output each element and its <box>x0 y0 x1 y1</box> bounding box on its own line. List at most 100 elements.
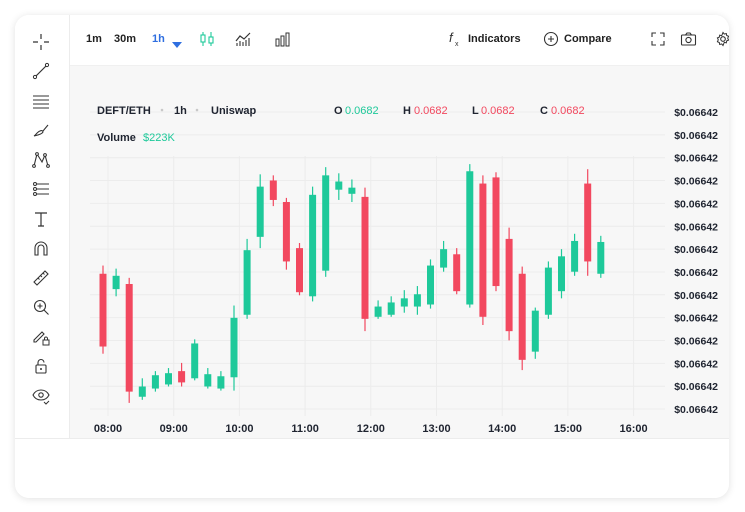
gear-icon[interactable] <box>715 31 729 52</box>
exchange-label: Uniswap <box>211 105 257 117</box>
candle[interactable] <box>309 186 317 302</box>
candle[interactable] <box>374 300 382 319</box>
candle[interactable] <box>584 169 592 276</box>
candle-body <box>125 284 133 392</box>
low-label: L <box>472 105 479 117</box>
timeframe-1h[interactable]: 1h <box>152 33 165 45</box>
candle[interactable] <box>571 233 579 276</box>
y-tick-label: $0.06642 <box>674 244 718 256</box>
magnet-icon[interactable] <box>28 237 54 259</box>
x-tick-label: 15:00 <box>554 423 582 435</box>
candle[interactable] <box>544 261 552 319</box>
candle-body <box>138 386 146 397</box>
candle[interactable] <box>387 296 395 317</box>
ruler-icon[interactable] <box>28 267 54 289</box>
fullscreen-icon[interactable] <box>650 31 666 52</box>
x-tick-label: 12:00 <box>357 423 385 435</box>
horizontal-lines-icon[interactable] <box>28 90 54 112</box>
camera-icon[interactable] <box>680 31 697 52</box>
timeframe-1m[interactable]: 1m <box>86 33 102 45</box>
candle[interactable] <box>125 277 133 403</box>
candle[interactable] <box>531 307 539 359</box>
candle[interactable] <box>204 368 212 389</box>
candle[interactable] <box>217 371 225 391</box>
volume-label: Volume <box>97 132 136 144</box>
candles-icon[interactable] <box>198 30 216 53</box>
x-tick-label: 11:00 <box>291 423 319 435</box>
open-label: O <box>334 105 343 117</box>
candle[interactable] <box>138 378 146 400</box>
interval-label: 1h <box>174 105 187 117</box>
candle[interactable] <box>99 265 107 354</box>
pattern-icon[interactable] <box>28 149 54 171</box>
candle-body <box>518 273 526 360</box>
candle[interactable] <box>413 286 421 315</box>
y-tick-label: $0.06642 <box>674 153 718 165</box>
candle-body <box>282 202 290 262</box>
chevron-down-icon[interactable] <box>172 36 182 54</box>
candle-body <box>99 273 107 347</box>
x-axis: 08:00 09:00 10:00 11:00 12:00 13:00 14:00 15:00… <box>94 423 648 435</box>
candle-body <box>165 373 172 385</box>
candle[interactable] <box>453 248 461 295</box>
candle[interactable] <box>440 240 448 272</box>
candle-body <box>505 238 513 332</box>
crosshair-icon[interactable] <box>28 31 54 53</box>
chart-panel[interactable]: DEFT/ETH 1h Uniswap O 0.0682 H 0.0682 L … <box>70 66 729 438</box>
measure-icon[interactable] <box>28 178 54 200</box>
y-tick-label: $0.06642 <box>674 358 718 370</box>
candle[interactable] <box>178 362 186 387</box>
candle[interactable] <box>230 305 238 391</box>
bar-chart-icon[interactable] <box>273 30 291 53</box>
candle[interactable] <box>322 167 330 277</box>
candle[interactable] <box>400 290 408 313</box>
close-value: 0.0682 <box>551 105 585 117</box>
candle[interactable] <box>282 197 290 270</box>
candle[interactable] <box>361 187 369 332</box>
y-tick-label: $0.06642 <box>674 107 718 119</box>
eye-icon[interactable] <box>28 385 54 407</box>
candle[interactable] <box>243 238 251 319</box>
indicators-button[interactable]: Indicators <box>468 33 521 45</box>
lock-icon[interactable] <box>28 355 54 377</box>
zoom-in-icon[interactable] <box>28 296 54 318</box>
candlestick-chart[interactable]: DEFT/ETH 1h Uniswap O 0.0682 H 0.0682 L … <box>70 66 729 438</box>
candle-body <box>322 175 330 271</box>
line-chart-icon[interactable] <box>234 30 252 53</box>
candle[interactable] <box>151 371 159 392</box>
x-tick-label: 13:00 <box>422 423 450 435</box>
candle[interactable] <box>165 368 172 387</box>
footer-panel <box>15 438 729 498</box>
candle-body <box>400 298 408 307</box>
compare-button[interactable]: Compare <box>564 33 612 45</box>
candle[interactable] <box>348 179 356 202</box>
candle[interactable] <box>597 235 605 278</box>
candle[interactable] <box>505 227 513 341</box>
candle[interactable] <box>269 175 277 207</box>
candle-body <box>112 275 120 290</box>
candle[interactable] <box>256 174 264 249</box>
candle[interactable] <box>191 339 199 381</box>
candle[interactable] <box>427 259 434 309</box>
plus-circle-icon[interactable] <box>543 31 559 52</box>
candle[interactable] <box>492 172 500 292</box>
candle-body <box>309 194 317 297</box>
drawing-toolbar <box>15 15 70 438</box>
candle[interactable] <box>466 164 474 308</box>
brush-icon[interactable] <box>28 119 54 141</box>
timeframe-30m[interactable]: 30m <box>114 33 137 45</box>
candle[interactable] <box>558 249 565 299</box>
candle-body <box>269 180 277 200</box>
candle[interactable] <box>518 266 526 371</box>
candle[interactable] <box>112 268 120 297</box>
candle[interactable] <box>296 243 303 296</box>
candle[interactable] <box>479 175 487 325</box>
lock-drawing-icon[interactable] <box>28 326 54 348</box>
text-icon[interactable] <box>28 208 54 230</box>
x-tick-label: 16:00 <box>620 423 648 435</box>
candle[interactable] <box>335 173 343 200</box>
trend-line-icon[interactable] <box>28 60 54 82</box>
candles <box>99 164 605 403</box>
y-tick-label: $0.06642 <box>674 290 718 302</box>
